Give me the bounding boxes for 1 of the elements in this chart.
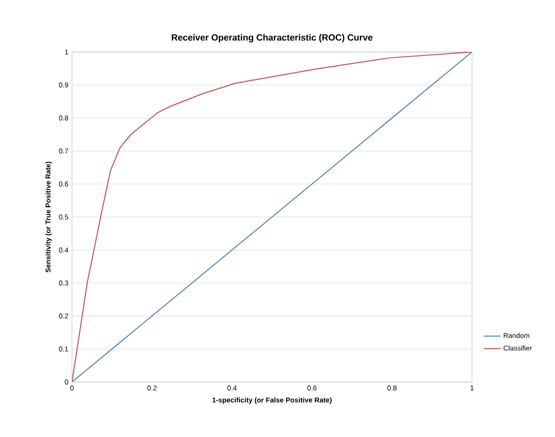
chart-title: Receiver Operating Characteristic (ROC) Curve [172,34,372,42]
